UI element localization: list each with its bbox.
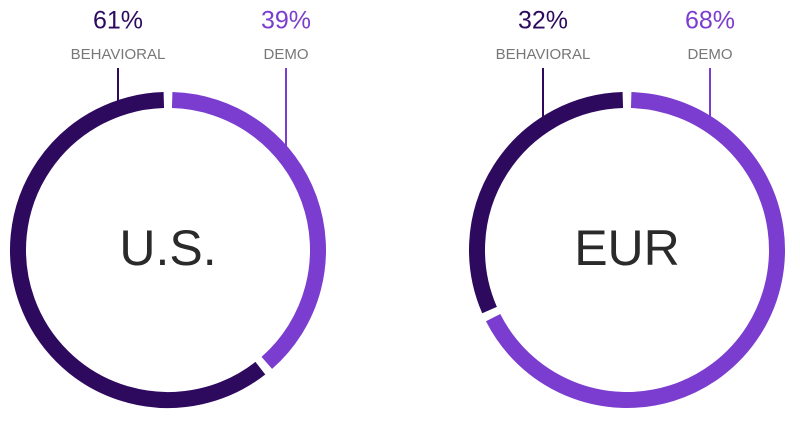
value-label: 32% bbox=[518, 7, 568, 35]
category-label: BEHAVIORAL bbox=[496, 46, 591, 63]
center-label: U.S. bbox=[119, 220, 216, 276]
category-label: BEHAVIORAL bbox=[71, 46, 166, 63]
value-label: 61% bbox=[93, 7, 143, 35]
category-label: DEMO bbox=[264, 46, 309, 63]
donut-segment bbox=[171, 92, 326, 369]
donut-segment bbox=[469, 92, 624, 314]
category-label: DEMO bbox=[688, 46, 733, 63]
donut-segment bbox=[10, 92, 266, 408]
center-label: EUR bbox=[574, 220, 680, 276]
value-label: 68% bbox=[685, 7, 735, 35]
donut-segment bbox=[485, 92, 785, 408]
value-label: 39% bbox=[261, 7, 311, 35]
